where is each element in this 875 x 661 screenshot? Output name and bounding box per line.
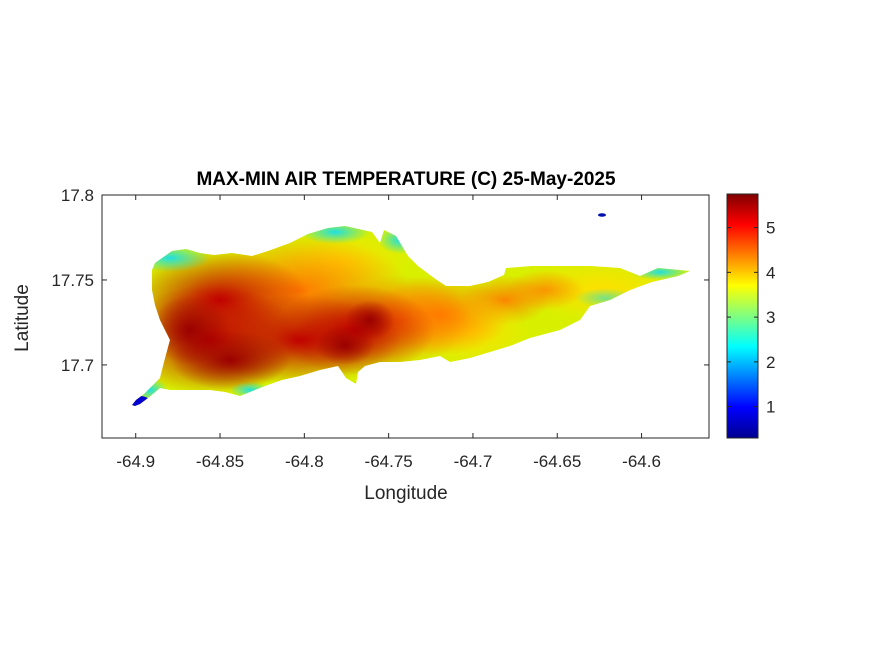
x-tick-label: -64.8 bbox=[285, 452, 324, 471]
y-tick-label: 17.8 bbox=[61, 186, 94, 205]
x-tick-label: -64.65 bbox=[533, 452, 581, 471]
x-tick-label: -64.75 bbox=[365, 452, 413, 471]
y-axis-ticks: 17.8 17.75 17.7 bbox=[51, 186, 709, 375]
colorbar-tick-label: 2 bbox=[766, 353, 775, 372]
x-tick-label: -64.7 bbox=[454, 452, 493, 471]
y-axis-label: Latitude bbox=[12, 284, 33, 352]
x-axis-label: Longitude bbox=[364, 483, 447, 504]
x-tick-label: -64.9 bbox=[116, 452, 155, 471]
x-tick-label: -64.85 bbox=[196, 452, 244, 471]
y-tick-label: 17.7 bbox=[61, 356, 94, 375]
colorbar-tick-label: 3 bbox=[766, 308, 775, 327]
colorbar-tick-label: 5 bbox=[766, 219, 775, 238]
colorbar-tick-label: 1 bbox=[766, 398, 775, 417]
x-axis-ticks: -64.9 -64.85 -64.8 -64.75 -64.7 -64.65 -64.6 bbox=[116, 195, 661, 471]
colorbar-ticks: 1 2 3 4 5 bbox=[727, 219, 775, 417]
colorbar bbox=[726, 193, 759, 439]
y-tick-label: 17.75 bbox=[51, 271, 94, 290]
islet-marker bbox=[598, 213, 606, 217]
colorbar-tick-label: 4 bbox=[766, 263, 775, 282]
map-title: MAX-MIN AIR TEMPERATURE (C) 25-May-2025 bbox=[196, 169, 616, 190]
x-tick-label: -64.6 bbox=[622, 452, 661, 471]
